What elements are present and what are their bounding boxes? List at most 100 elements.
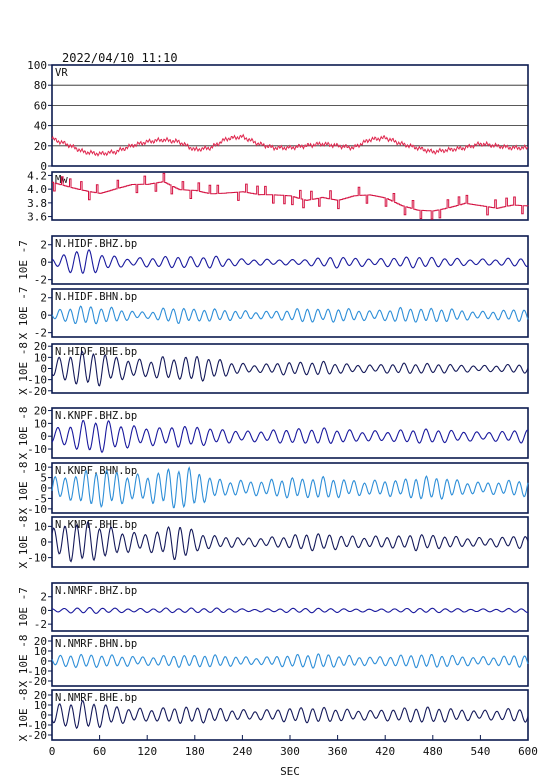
y-tick-label: -20: [27, 675, 47, 688]
y-tick-label: -5: [34, 492, 47, 505]
panel-label: N.HIDF.BHE.bp: [55, 346, 137, 358]
y-tick-label: 10: [34, 520, 47, 533]
y-tick-label: 0: [40, 536, 47, 549]
panel-label: N.KNPF.BHZ.bp: [55, 410, 137, 422]
y-tick-label: 0: [40, 482, 47, 495]
y-tick-label: -10: [27, 374, 47, 387]
y-tick-label: 5: [40, 472, 47, 485]
x-tick-label: 0: [49, 745, 56, 758]
panel-label: VR: [55, 67, 68, 79]
panel-frame: [51, 582, 529, 632]
mw-series-line: [52, 172, 529, 220]
y-tick-label: -2: [34, 618, 47, 631]
y-tick-label: -10: [27, 443, 47, 456]
waveform-trace: [51, 699, 529, 730]
panel-label: N.KNPF.BHN.bp: [55, 465, 137, 477]
x-tick-label: 120: [137, 745, 157, 758]
y-tick-label: 0: [40, 709, 47, 722]
x-tick-label: 540: [470, 745, 490, 758]
y-tick-label: 10: [34, 351, 47, 364]
y-tick-label: 2: [40, 292, 47, 305]
y-tick-label: 100: [27, 59, 47, 72]
y-tick-label: 0: [40, 160, 47, 173]
y-tick-label: 0: [40, 309, 47, 322]
x-tick-label: 600: [518, 745, 538, 758]
y-tick-label: -10: [27, 552, 47, 565]
y-tick-label: 40: [34, 120, 47, 133]
y-tick-label: -20: [27, 385, 47, 398]
y-tick-label: 2: [40, 591, 47, 604]
y-tick-label: 4.2: [27, 169, 47, 182]
waveform-trace: [51, 521, 529, 563]
y-tick-label: 0: [40, 430, 47, 443]
y-tick-label: -20: [27, 729, 47, 742]
x-axis-label: SEC: [280, 765, 300, 778]
y-tick-label: 10: [34, 417, 47, 430]
panel-label: N.HIDF.BHN.bp: [55, 291, 137, 303]
panel-7: 10 0 -10 N.KNPF.BHE.bp X 10E -8: [17, 516, 529, 568]
waveform-trace: [51, 420, 528, 454]
x-tick-label: 300: [280, 745, 300, 758]
side-unit-label: X 10E -8: [17, 635, 30, 688]
y-tick-label: 10: [34, 645, 47, 658]
y-tick-label: 0: [40, 604, 47, 617]
y-tick-label: 60: [34, 99, 47, 112]
panel-label: N.NMRF.BHZ.bp: [55, 585, 137, 597]
y-tick-label: 10: [34, 461, 47, 474]
y-tick-label: 80: [34, 79, 47, 92]
panel-frame: [51, 407, 529, 459]
x-tick-label: 240: [232, 745, 252, 758]
waveform-trace: [51, 305, 529, 325]
x-axis: 0 60 120 180 240 300 360 420 480 540 600: [49, 735, 538, 758]
side-unit-label: 10E -7: [17, 240, 30, 280]
y-tick-label: 20: [34, 140, 47, 153]
timestamp-label: 2022/04/10 11:10: [62, 51, 178, 65]
x-tick-label: 420: [375, 745, 395, 758]
side-unit-label: 10E -7: [17, 587, 30, 627]
panel-8: 20-2 N.NMRF.BHZ.bp 10E -7: [17, 582, 529, 632]
y-tick-label: 20: [34, 340, 47, 353]
panel-3: 2 0 -2 N.HIDF.BHN.bp X 10E -7: [17, 287, 529, 340]
vr-series-line: [51, 133, 529, 157]
y-tick-label: -2: [34, 274, 47, 287]
side-unit-label: X 10E -8: [17, 342, 30, 395]
x-tick-label: 180: [185, 745, 205, 758]
y-tick-label: 10: [34, 699, 47, 712]
waveform-trace: [51, 466, 529, 509]
panel-frame: [51, 288, 529, 338]
y-tick-label: 20: [34, 635, 47, 648]
y-tick-label: -10: [27, 665, 47, 678]
panel-2: 2 0 -2 N.HIDF.BHZ.bp 10E -7: [17, 235, 529, 287]
x-tick-label: 480: [423, 745, 443, 758]
panel-stack: 100806040200VR4.24.03.83.6Mw20-2N.HIDF.B…: [17, 59, 529, 742]
side-unit-label: X 10E -8: [17, 689, 30, 742]
waveform-trace: [51, 350, 529, 387]
panel-label: N.HIDF.BHZ.bp: [55, 238, 137, 250]
panel-label: N.NMRF.BHE.bp: [55, 692, 137, 704]
side-unit-label: X 10E -8: [17, 407, 30, 460]
y-tick-label: 3.8: [27, 197, 47, 210]
waveform-trace: [51, 249, 529, 275]
y-tick-label: 4.0: [27, 183, 47, 196]
side-unit-label: X 10E -8: [17, 462, 30, 515]
panel-frame: [51, 235, 529, 285]
panel-1: 4.24.03.83.6Mw: [27, 169, 529, 224]
panel-frame: [51, 64, 529, 167]
panel-label: N.KNPF.BHE.bp: [55, 519, 137, 531]
y-tick-label: 20: [34, 689, 47, 702]
waveform-trace: [51, 653, 529, 669]
y-tick-label: -2: [34, 327, 47, 340]
y-tick-label: 0: [40, 256, 47, 269]
side-unit-label: X 10E -7: [17, 287, 30, 340]
y-tick-label: 2: [40, 239, 47, 252]
y-tick-label: 0: [40, 363, 47, 376]
x-tick-label: 360: [328, 745, 348, 758]
y-tick-label: -10: [27, 719, 47, 732]
y-tick-label: 20: [34, 405, 47, 418]
y-tick-label: 0: [40, 655, 47, 668]
y-tick-label: -10: [27, 503, 47, 516]
